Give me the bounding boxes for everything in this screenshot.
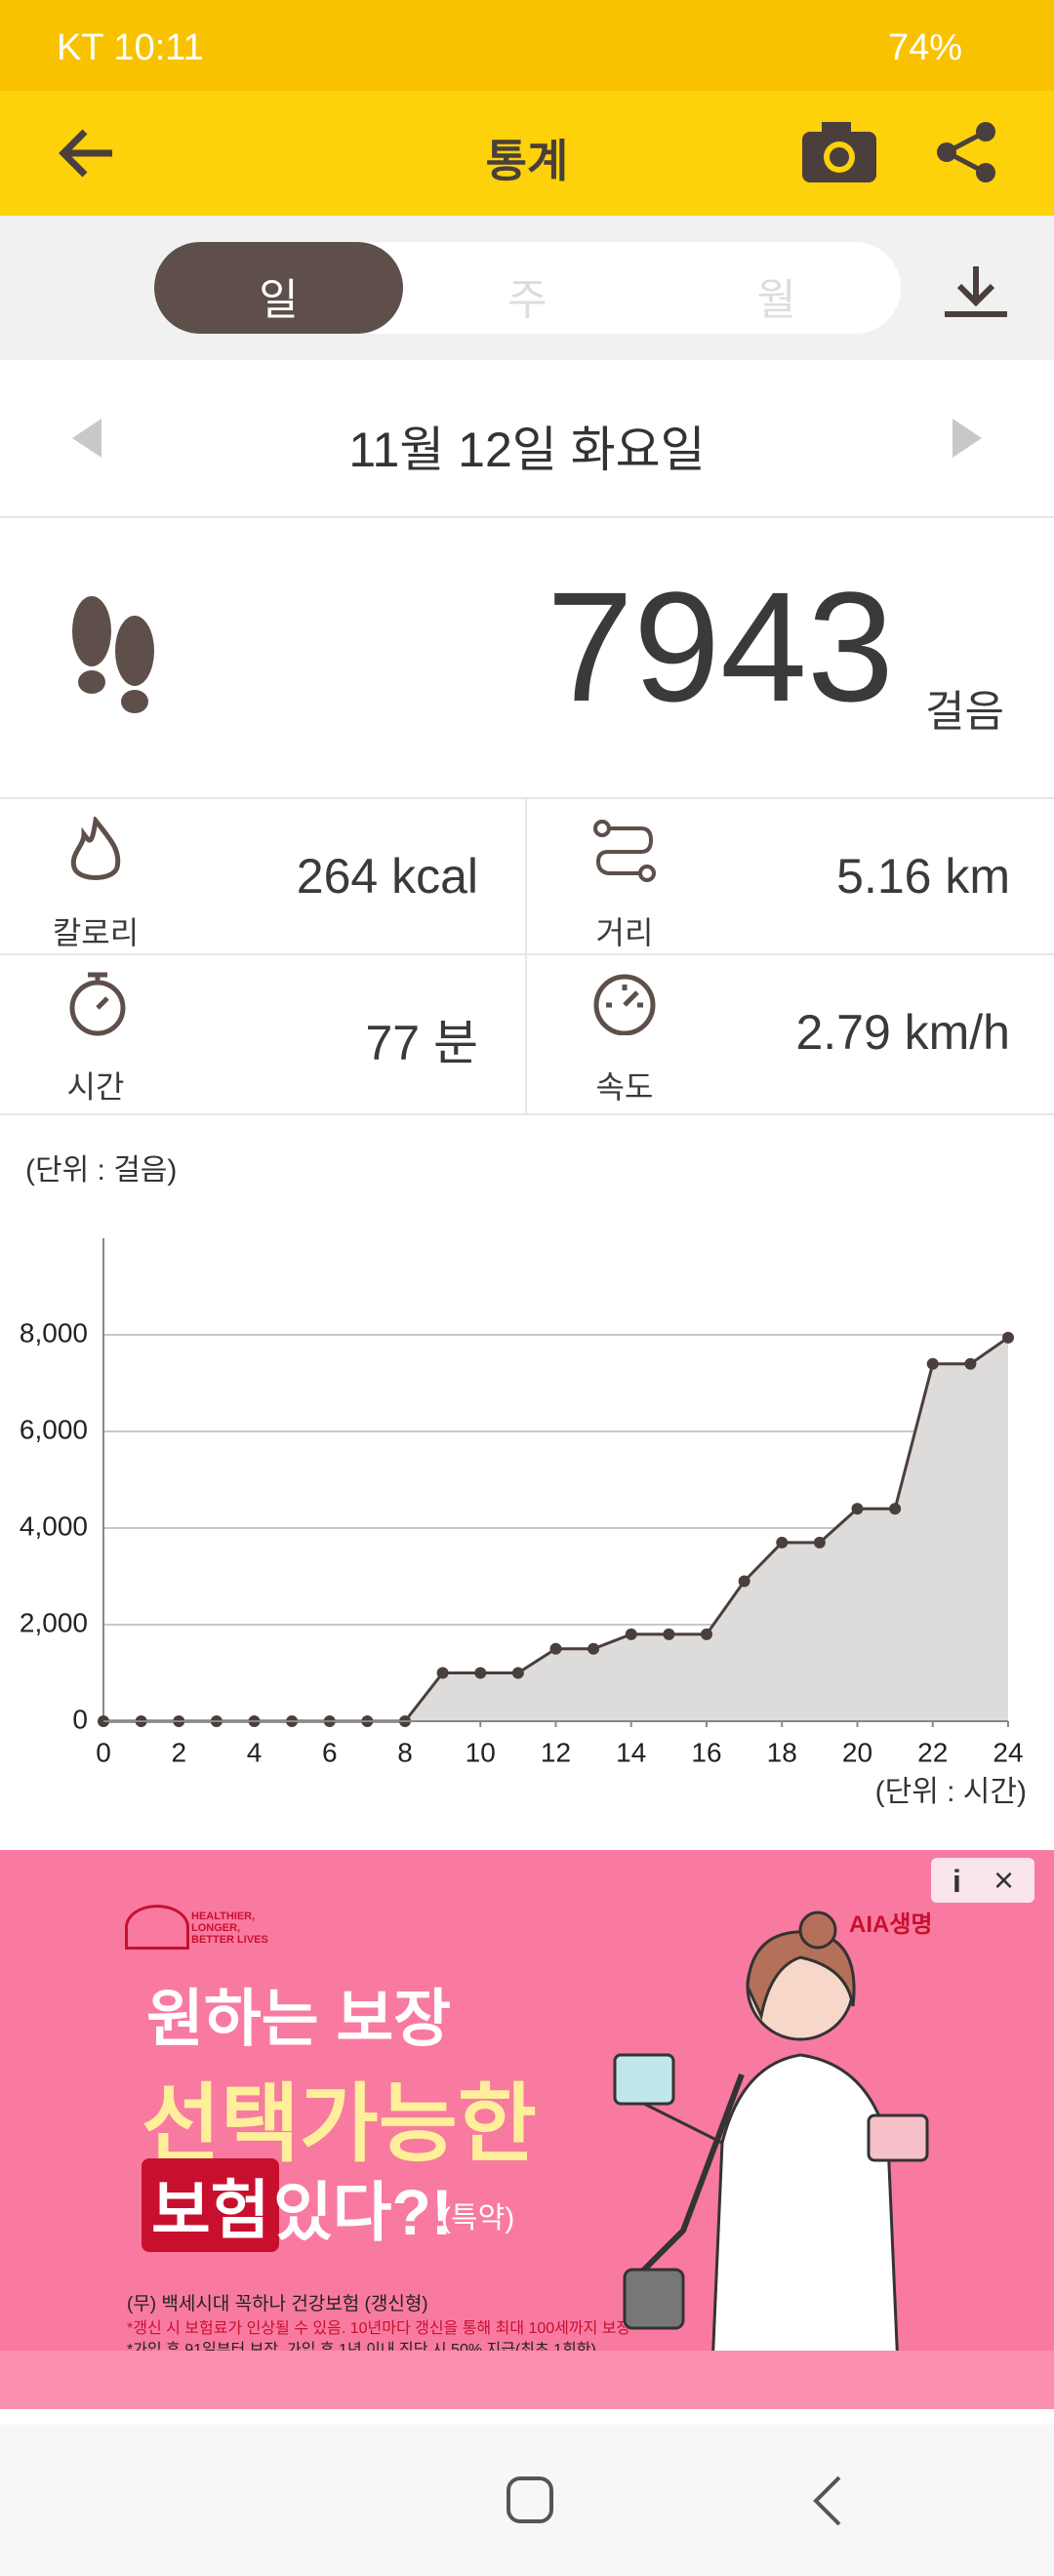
stat-label: 속도 <box>595 1069 654 1105</box>
point <box>851 1503 864 1515</box>
ad-banner[interactable]: i × HEALTHIER, LONGER, BETTER LIVES AIA생… <box>0 1850 1054 2409</box>
x-tick-label: 22 <box>917 1737 948 1767</box>
stat-label: 거리 <box>595 915 654 950</box>
ad-line3-note: (특약) <box>441 2202 515 2234</box>
x-tick-label: 6 <box>322 1737 338 1767</box>
ad-line3-box: 보험 <box>142 2158 280 2252</box>
point <box>663 1628 675 1640</box>
x-tick-label: 10 <box>466 1737 496 1767</box>
status-bar: KT 10:11 74% <box>0 0 1054 91</box>
footprints-icon <box>72 596 154 713</box>
camera-button[interactable] <box>800 120 878 184</box>
date-label: 11월 12일 화요일 <box>348 423 706 477</box>
x-tick-label: 12 <box>541 1737 571 1767</box>
point <box>549 1642 562 1655</box>
point <box>926 1357 939 1370</box>
ad-line2: 선택가능한 <box>142 2075 537 2172</box>
x-tick-label: 18 <box>767 1737 797 1767</box>
y-tick-label: 0 <box>72 1704 88 1734</box>
ad-controls: i × <box>931 1858 1034 1903</box>
download-button[interactable] <box>942 262 1010 321</box>
y-tick-label: 6,000 <box>20 1414 88 1444</box>
calorie-icon <box>70 817 121 880</box>
ad-product: (무) 백세시대 꼭하나 건강보험 (갱신형) <box>127 2294 428 2314</box>
ad-tagline: HEALTHIER, LONGER, BETTER LIVES <box>191 1911 268 1946</box>
stat-value: 264 kcal <box>296 849 478 904</box>
area-fill <box>103 1337 1008 1721</box>
chart: (단위 : 걸음) (단위 : 시간) 0 2,000 4,000 6,000 8,00… <box>20 1154 1027 1808</box>
back-nav-button[interactable] <box>810 2474 843 2528</box>
y-tick-label: 2,000 <box>20 1607 88 1637</box>
battery: 74% <box>888 27 963 68</box>
x-tick-label: 0 <box>96 1737 111 1767</box>
point <box>889 1503 902 1515</box>
carrier-time: KT 10:11 <box>57 27 204 68</box>
point <box>701 1628 712 1640</box>
time-icon <box>69 972 126 1036</box>
point <box>964 1357 977 1370</box>
point <box>625 1628 637 1640</box>
stat-label: 칼로리 <box>52 915 140 950</box>
stat-value: 77 분 <box>365 1016 478 1070</box>
x-tick-label: 4 <box>247 1737 263 1767</box>
x-tick-label: 16 <box>691 1737 721 1767</box>
point <box>776 1536 789 1549</box>
tab[interactable]: 주 <box>507 276 547 324</box>
speed-icon <box>593 974 656 1035</box>
steps-panel: 7943 걸음 <box>0 518 1054 799</box>
ad-line3: 있다?! <box>273 2176 453 2248</box>
home-button[interactable] <box>506 2475 554 2524</box>
y-unit-label: (단위 : 걸음) <box>25 1154 177 1187</box>
ad-brand: AIA생명 <box>849 1912 933 1938</box>
stats-panel: 칼로리 264 kcal 거리 5.16 km 시간 77 분 속도 2.79 … <box>0 799 1054 1115</box>
back-button[interactable] <box>54 122 122 184</box>
x-tick-label: 24 <box>993 1737 1023 1767</box>
ad-close[interactable]: × <box>993 1860 1015 1900</box>
steps-unit: 걸음 <box>925 688 1004 736</box>
prev-day[interactable] <box>70 417 103 460</box>
x-tick-label: 2 <box>171 1737 186 1767</box>
ad-footer <box>0 2351 1054 2409</box>
steps-value: 7943 <box>547 559 894 734</box>
point <box>588 1642 600 1655</box>
aia-logo <box>125 1905 189 1950</box>
y-tick-label: 8,000 <box>20 1317 88 1348</box>
ad-illustration <box>613 1911 929 2357</box>
tab-bar: 일 주 월 <box>0 216 1054 360</box>
stat-value: 2.79 km/h <box>795 1005 1010 1060</box>
point <box>474 1667 487 1679</box>
divider <box>525 799 527 1113</box>
header-title: 통계 <box>485 136 569 186</box>
point <box>436 1667 449 1679</box>
tab-selected-bg <box>154 242 403 334</box>
x-tick-label: 8 <box>397 1737 413 1767</box>
tab[interactable]: 일 <box>259 276 299 324</box>
x-tick-label: 14 <box>616 1737 646 1767</box>
header: 통계 <box>0 91 1054 216</box>
distance-icon <box>593 820 656 882</box>
tab[interactable]: 월 <box>756 276 796 324</box>
stat-label: 시간 <box>66 1069 125 1105</box>
share-button[interactable] <box>935 120 999 184</box>
y-tick-label: 4,000 <box>20 1510 88 1541</box>
divider <box>0 953 1054 955</box>
ad-info[interactable]: i <box>953 1864 961 1899</box>
nav-bar <box>0 2425 1054 2576</box>
point <box>1002 1331 1014 1344</box>
ad-line1: 원하는 보장 <box>146 1984 452 2054</box>
date-row: 11월 12일 화요일 <box>0 360 1054 518</box>
point <box>738 1575 750 1588</box>
ad-fine-print: *갱신 시 보험료가 인상될 수 있음. 10년마다 갱신을 통해 최대 100… <box>127 2320 631 2337</box>
x-tick-label: 20 <box>842 1737 872 1767</box>
point <box>813 1536 826 1549</box>
x-unit-label: (단위 : 시간) <box>875 1776 1027 1808</box>
stat-value: 5.16 km <box>836 849 1010 904</box>
point <box>511 1667 524 1679</box>
next-day[interactable] <box>951 417 984 460</box>
